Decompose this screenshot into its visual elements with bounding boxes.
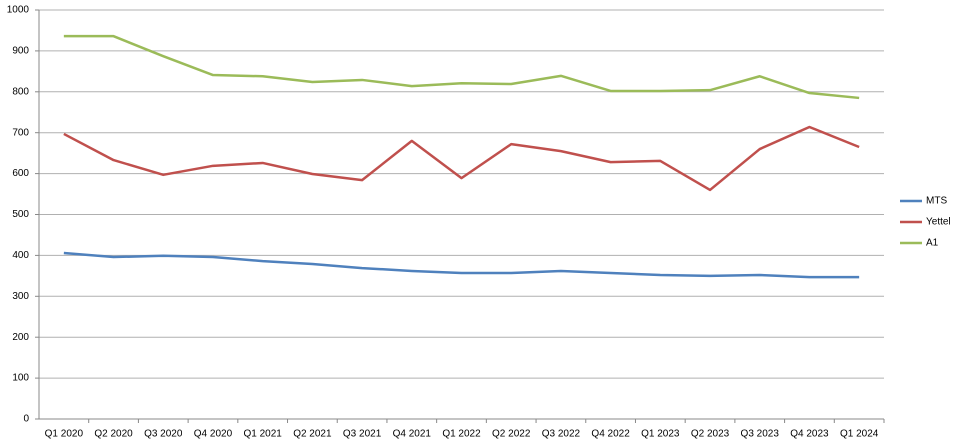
legend-label: Yettel [926,217,951,228]
x-tick-label: Q2 2020 [94,429,133,440]
y-tick-label: 700 [12,127,29,138]
y-tick-label: 600 [12,168,29,179]
y-tick-label: 200 [12,332,29,343]
series-line [63,251,860,279]
x-tick-label: Q4 2022 [591,429,630,440]
x-tick-label: Q4 2020 [194,429,233,440]
x-tick-label: Q4 2021 [393,429,432,440]
x-tick-label: Q1 2024 [840,429,879,440]
y-tick-label: 900 [12,46,29,57]
x-tick-label: Q2 2021 [293,429,332,440]
x-tick-label: Q1 2023 [641,429,680,440]
y-tick-label: 400 [12,250,29,261]
x-tick-label: Q3 2021 [343,429,382,440]
y-tick-label: 100 [12,373,29,384]
y-tick-label: 0 [23,414,29,425]
legend-label: A1 [926,238,939,249]
x-tick-label: Q2 2023 [691,429,730,440]
x-tick-label: Q3 2022 [542,429,581,440]
x-tick-label: Q1 2022 [442,429,481,440]
y-tick-label: 800 [12,86,29,97]
legend-label: MTS [926,196,947,207]
y-tick-label: 1000 [7,5,30,16]
series-line [63,125,860,192]
x-tick-label: Q2 2022 [492,429,531,440]
x-tick-label: Q3 2020 [144,429,183,440]
y-tick-label: 500 [12,209,29,220]
x-tick-label: Q1 2020 [45,429,84,440]
x-tick-label: Q4 2023 [790,429,829,440]
series-line [63,34,860,100]
x-tick-label: Q1 2021 [243,429,282,440]
y-tick-label: 300 [12,291,29,302]
x-tick-label: Q3 2023 [741,429,780,440]
